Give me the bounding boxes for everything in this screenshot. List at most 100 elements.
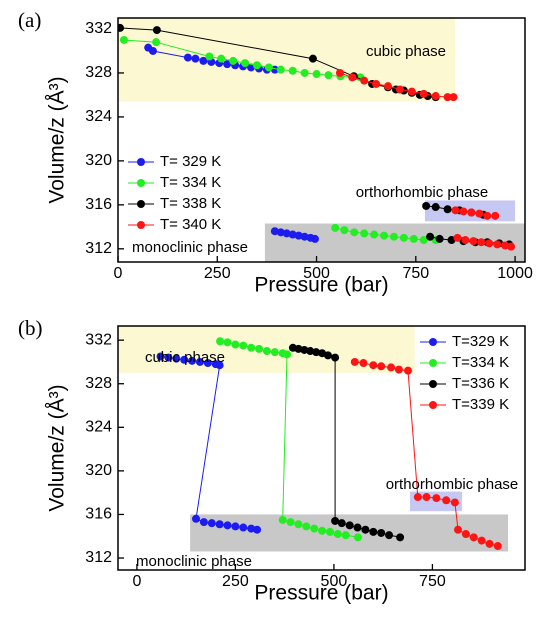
data-point: [450, 498, 459, 507]
data-point: [223, 60, 232, 69]
data-point: [469, 533, 478, 542]
data-point: [432, 494, 441, 503]
x-axis-label: Pressure (bar): [254, 582, 388, 605]
data-point: [477, 536, 486, 545]
x-axis-label: Pressure (bar): [254, 274, 388, 297]
plot-area: [118, 18, 525, 262]
data-point: [324, 71, 333, 80]
legend-marker: [137, 200, 145, 208]
data-point: [493, 542, 502, 551]
x-tick-label: 500: [303, 265, 330, 282]
y-tick-label: 332: [85, 20, 112, 37]
data-point: [270, 348, 279, 357]
data-point: [216, 337, 225, 346]
data-point: [318, 526, 327, 535]
legend-label: T= 338 K: [160, 195, 221, 212]
data-point: [493, 240, 502, 249]
data-point: [300, 232, 309, 241]
data-point: [454, 525, 463, 534]
data-point: [485, 239, 494, 248]
data-point: [359, 359, 368, 368]
legend-label: T=339 K: [452, 396, 509, 413]
data-point: [331, 516, 340, 525]
data-point: [276, 65, 285, 74]
data-point: [348, 73, 357, 82]
data-point: [475, 209, 484, 218]
data-point: [286, 518, 295, 527]
y-tick-label: 312: [85, 549, 112, 566]
data-point: [247, 524, 256, 533]
data-point: [501, 241, 510, 250]
legend-marker: [137, 158, 145, 166]
legend-label: T= 329 K: [160, 153, 221, 170]
data-point: [477, 238, 486, 247]
data-point: [283, 350, 292, 359]
data-point: [461, 530, 470, 539]
legend-label: T= 340 K: [160, 216, 221, 233]
data-point: [223, 521, 232, 530]
data-point: [215, 520, 224, 529]
x-tick-label: 750: [402, 265, 429, 282]
data-point: [331, 353, 340, 362]
data-point: [360, 76, 369, 85]
y-axis-label: Volume/z (Å³): [46, 76, 69, 203]
y-tick-label: 328: [85, 64, 112, 81]
data-point: [422, 201, 431, 210]
data-point: [483, 211, 492, 220]
region-label: cubic phase: [366, 43, 446, 60]
data-point: [459, 207, 468, 216]
data-point: [491, 211, 500, 220]
data-point: [409, 234, 418, 243]
data-point: [333, 530, 342, 539]
x-tick-label: 250: [204, 265, 231, 282]
legend-marker: [429, 380, 437, 388]
data-point: [255, 344, 264, 353]
y-tick-label: 320: [85, 152, 112, 169]
data-point: [207, 519, 216, 528]
data-point: [239, 523, 248, 532]
data-point: [294, 520, 303, 529]
data-point: [453, 233, 462, 242]
data-point: [350, 228, 359, 237]
data-point: [310, 524, 319, 533]
data-point: [192, 514, 201, 523]
legend-marker: [429, 338, 437, 346]
x-tick-label: 750: [419, 573, 446, 590]
data-point: [361, 525, 370, 534]
data-point: [310, 234, 319, 243]
data-point: [442, 496, 451, 505]
axes-frame: [117, 325, 526, 571]
data-point: [350, 357, 359, 366]
data-point: [231, 522, 240, 531]
data-point: [394, 365, 403, 374]
data-point: [380, 231, 389, 240]
data-point: [385, 531, 394, 540]
data-point: [288, 230, 297, 239]
data-point: [118, 23, 124, 32]
data-point: [507, 242, 516, 251]
data-point: [395, 85, 404, 94]
legend-marker: [429, 359, 437, 367]
series-line: [292, 347, 401, 538]
data-point: [353, 533, 362, 542]
region-label: monoclinic phase: [136, 553, 252, 570]
data-point: [324, 351, 333, 360]
series-line: [160, 356, 258, 531]
y-tick-label: 316: [85, 506, 112, 523]
data-point: [278, 515, 287, 524]
data-point: [387, 363, 396, 372]
y-axis-label: Volume/z (Å³): [46, 384, 69, 511]
data-point: [300, 68, 309, 77]
data-point: [252, 61, 261, 70]
region-label: monoclinic phase: [132, 239, 248, 256]
data-point: [372, 79, 381, 88]
data-point: [191, 54, 200, 63]
data-point: [419, 236, 428, 245]
data-point: [199, 518, 208, 527]
data-point: [264, 63, 273, 72]
data-point: [229, 56, 238, 65]
data-point: [341, 531, 350, 540]
x-tick-label: 0: [132, 573, 141, 590]
y-tick-label: 320: [85, 462, 112, 479]
